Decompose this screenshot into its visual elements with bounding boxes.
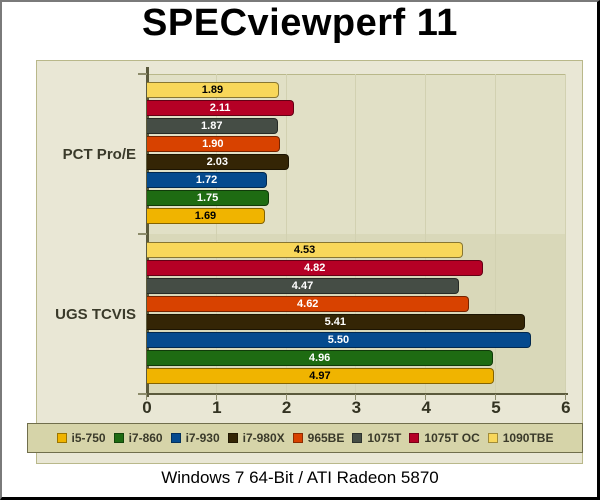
bar: 1.89	[147, 82, 279, 98]
legend-swatch-icon	[227, 433, 238, 443]
x-tick	[355, 394, 357, 400]
chart-legend: i5-750 i7-860 i7-930 i7-980X 965BE 1075T 1075T…	[27, 423, 583, 453]
legend-swatch-icon	[170, 433, 181, 443]
bar: 1.90	[147, 136, 280, 152]
legend-item: i5-750	[56, 431, 106, 445]
legend-label: i7-860	[128, 431, 163, 445]
x-tick	[425, 394, 427, 400]
x-tick-label: 2	[281, 398, 292, 417]
chart-caption: Windows 7 64-Bit / ATI Radeon 5870	[161, 468, 439, 487]
legend-item: 1075T OC	[409, 431, 480, 445]
bar: 1.69	[147, 208, 265, 224]
legend-label: i7-930	[185, 431, 220, 445]
bar: 4.53	[147, 242, 464, 258]
x-tick-label: 1	[212, 398, 222, 417]
x-tick-label: 3	[351, 398, 362, 417]
x-axis	[140, 393, 568, 395]
x-tick-label: 4	[421, 398, 431, 417]
bar: 2.11	[147, 100, 295, 116]
legend-swatch-icon	[113, 433, 124, 443]
bar: 4.82	[147, 260, 484, 276]
y-tick	[138, 393, 147, 395]
gridline	[425, 74, 427, 394]
x-tick	[215, 394, 217, 400]
gridline	[355, 74, 357, 394]
legend-item: i7-980X	[227, 431, 285, 445]
gridline	[285, 74, 287, 394]
legend-item: 1090TBE	[487, 431, 554, 445]
legend-item: i7-930	[170, 431, 220, 445]
gridline	[495, 74, 496, 394]
x-tick	[495, 394, 496, 400]
legend-label: 965BE	[307, 431, 345, 445]
bar: 1.72	[147, 172, 268, 188]
legend-item: 965BE	[292, 431, 345, 445]
chart-title: SPECviewperf 11	[142, 2, 458, 44]
bar: 5.41	[147, 314, 525, 330]
x-tick-label: 6	[561, 398, 571, 417]
bar: 1.87	[147, 118, 278, 134]
bar: 5.50	[147, 332, 531, 348]
legend-swatch-icon	[352, 433, 363, 443]
bar: 4.47	[147, 278, 459, 294]
legend-item: i7-860	[113, 431, 163, 445]
y-tick	[138, 233, 147, 235]
y-axis	[146, 67, 149, 397]
bar: 4.96	[147, 350, 494, 366]
x-tick-label: 5	[491, 398, 501, 417]
category-label-pct-proe: PCT Pro/E	[62, 146, 136, 163]
legend-swatch-icon	[56, 433, 67, 443]
bar: 1.75	[147, 190, 270, 206]
x-tick	[564, 394, 566, 400]
bar: 4.97	[147, 368, 494, 384]
x-tick	[285, 394, 287, 400]
legend-swatch-icon	[292, 433, 303, 443]
bar: 4.62	[147, 296, 470, 312]
x-tick	[146, 394, 147, 400]
bar: 2.03	[147, 154, 289, 170]
legend-label: 1075T	[367, 431, 402, 445]
y-tick	[138, 73, 147, 75]
legend-label: i5-750	[71, 431, 106, 445]
legend-label: 1090TBE	[502, 431, 554, 445]
legend-swatch-icon	[409, 433, 420, 443]
legend-label: 1075T OC	[424, 431, 480, 445]
gridline	[215, 74, 217, 394]
gridline	[564, 74, 566, 394]
legend-swatch-icon	[487, 433, 498, 443]
x-tick-label: 0	[142, 398, 152, 417]
category-label-ugs-tcvis: UGS TCVIS	[55, 306, 136, 323]
legend-item: 1075T	[352, 431, 401, 445]
legend-label: i7-980X	[242, 431, 285, 445]
